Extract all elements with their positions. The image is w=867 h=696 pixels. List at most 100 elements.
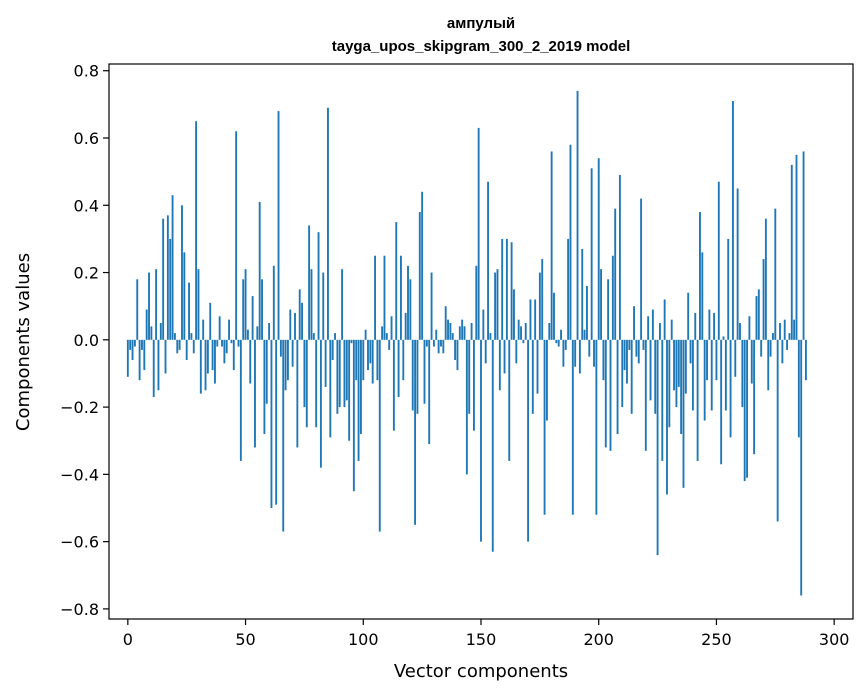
bar: [440, 339, 442, 347]
bar: [251, 296, 254, 340]
bar: [432, 339, 435, 347]
bar: [802, 151, 805, 340]
bar: [524, 323, 527, 340]
bar: [795, 154, 798, 340]
bar: [317, 232, 320, 340]
bar: [256, 326, 259, 340]
bar: [409, 279, 412, 340]
bar: [237, 339, 240, 347]
bar: [487, 181, 489, 340]
bar: [312, 333, 315, 340]
bar: [218, 316, 221, 340]
bar: [336, 339, 339, 414]
bar: [491, 339, 494, 552]
bar: [348, 339, 351, 441]
bar: [517, 319, 520, 340]
bar: [687, 292, 690, 340]
bar: [327, 107, 329, 340]
bar: [350, 339, 353, 344]
bar: [609, 339, 612, 451]
bar: [498, 339, 501, 391]
bar: [729, 339, 732, 438]
bar: [522, 339, 525, 344]
bar: [578, 339, 581, 374]
bar: [223, 339, 226, 364]
bar: [790, 164, 793, 340]
bar: [663, 299, 666, 340]
bar: [211, 339, 214, 371]
bar: [239, 339, 242, 461]
bar: [750, 339, 753, 384]
bar: [157, 339, 160, 391]
bar: [583, 329, 586, 340]
bar: [192, 339, 195, 354]
bar: [611, 255, 614, 340]
bar: [642, 339, 645, 350]
bar: [331, 339, 334, 360]
bar: [343, 339, 346, 408]
bar: [496, 269, 499, 340]
y-tick-label: −0.2: [60, 398, 99, 417]
x-axis-ticks: 0 50 100 150 200 250 300: [123, 619, 849, 649]
bar: [150, 326, 153, 340]
x-tick-label: 0: [123, 630, 133, 649]
bar: [164, 339, 167, 374]
bar: [225, 339, 228, 354]
bar: [390, 316, 393, 340]
bar: [470, 323, 473, 340]
bar: [352, 339, 355, 492]
bar: [696, 339, 699, 461]
bar: [444, 306, 447, 340]
bar: [294, 312, 296, 340]
bar: [411, 339, 414, 411]
bar: [148, 272, 150, 340]
bar: [675, 339, 678, 408]
bar: [131, 339, 134, 360]
bar: [230, 339, 233, 344]
bar: [480, 339, 482, 542]
bar: [706, 339, 708, 381]
bar: [557, 339, 560, 347]
bar: [494, 272, 497, 340]
bar: [722, 336, 725, 340]
bar: [155, 269, 158, 340]
bar: [772, 333, 774, 340]
bar: [736, 188, 739, 340]
bar: [378, 339, 381, 532]
bar: [649, 339, 652, 401]
bar: [277, 111, 280, 340]
y-axis-ticks: −0.8 −0.6 −0.4 −0.2 0.0 0.2 0.4 0.6 0.8: [60, 62, 109, 619]
bar: [421, 191, 424, 340]
y-axis-label: Components values: [13, 253, 34, 431]
bar: [359, 339, 362, 434]
bar: [590, 168, 593, 340]
bar: [543, 339, 546, 515]
bar: [449, 323, 452, 340]
bar: [717, 181, 720, 340]
bar: [465, 339, 468, 475]
bar: [367, 339, 369, 371]
x-tick-label: 50: [235, 630, 255, 649]
bar: [541, 259, 544, 340]
bar: [310, 269, 313, 340]
bar: [800, 339, 803, 596]
bar: [437, 339, 440, 354]
bar: [746, 339, 748, 478]
bar: [741, 339, 744, 408]
bar: [720, 339, 723, 465]
bar: [416, 339, 419, 414]
bar: [423, 339, 426, 404]
bar: [781, 339, 784, 364]
bar: [402, 339, 405, 381]
bar: [656, 339, 659, 556]
bar: [324, 339, 327, 387]
bar: [176, 339, 179, 354]
bar: [588, 339, 591, 357]
bar: [713, 312, 716, 340]
x-tick-label: 250: [701, 630, 732, 649]
bar: [783, 319, 786, 340]
bar: [621, 339, 624, 408]
bar: [666, 339, 668, 495]
bar: [727, 238, 730, 340]
bar: [451, 333, 454, 340]
